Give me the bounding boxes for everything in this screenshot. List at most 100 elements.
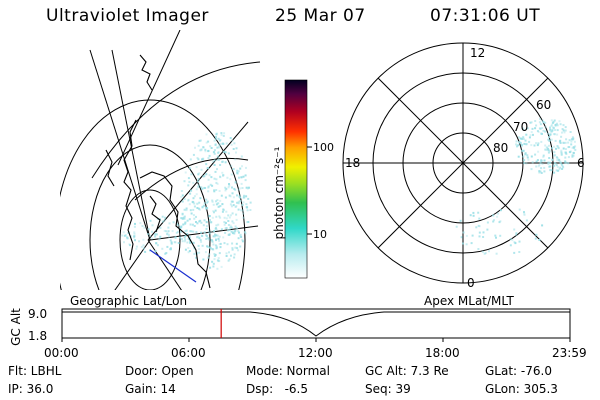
aurora-pixel bbox=[180, 238, 183, 240]
aurora-pixel bbox=[515, 140, 518, 143]
aurora-pixel bbox=[183, 215, 186, 218]
aurora-pixel bbox=[524, 152, 527, 155]
aurora-pixel bbox=[142, 247, 145, 250]
aurora-pixel bbox=[562, 129, 565, 132]
aurora-pixel bbox=[221, 160, 224, 163]
aurora-pixel bbox=[241, 165, 243, 168]
aurora-pixel bbox=[230, 226, 233, 229]
aurora-pixel bbox=[233, 253, 236, 256]
aurora-pixel bbox=[187, 251, 190, 254]
aurora-pixel bbox=[564, 156, 567, 159]
aurora-pixel bbox=[547, 148, 550, 150]
aurora-pixel bbox=[183, 236, 186, 239]
aurora-pixel bbox=[151, 224, 154, 227]
aurora-pixel bbox=[537, 165, 540, 168]
aurora-pixel bbox=[134, 239, 136, 242]
aurora-pixel bbox=[235, 147, 238, 150]
aurora-pixel bbox=[544, 130, 547, 133]
aurora-pixel bbox=[228, 251, 230, 254]
aurora-pixel bbox=[231, 220, 234, 223]
aurora-pixel bbox=[206, 201, 208, 204]
aurora-pixel bbox=[236, 247, 239, 250]
aurora-pixel bbox=[558, 159, 561, 162]
aurora-pixel bbox=[572, 154, 575, 157]
mlt-label-18: 18 bbox=[345, 156, 361, 170]
aurora-pixel bbox=[176, 223, 179, 226]
aurora-pixel bbox=[217, 257, 220, 260]
aurora-pixel bbox=[240, 209, 243, 212]
aurora-pixel bbox=[170, 242, 173, 245]
aurora-pixel bbox=[540, 172, 543, 174]
aurora-pixel bbox=[552, 120, 555, 123]
aurora-pixel bbox=[520, 137, 523, 140]
aurora-pixel bbox=[189, 241, 192, 244]
aurora-pixel bbox=[550, 169, 553, 172]
aurora-pixel bbox=[246, 187, 249, 190]
aurora-pixel bbox=[197, 144, 200, 147]
aurora-pixel bbox=[492, 220, 495, 223]
aurora-pixel bbox=[235, 227, 238, 230]
aurora-pixel bbox=[198, 237, 201, 240]
aurora-pixel bbox=[564, 129, 567, 132]
aurora-pixel bbox=[221, 171, 224, 174]
aurora-pixel bbox=[519, 141, 522, 144]
aurora-pixel bbox=[164, 216, 166, 219]
aurora-pixel bbox=[226, 176, 229, 179]
aurora-pixel bbox=[156, 244, 159, 247]
aurora-pixel bbox=[245, 195, 248, 198]
aurora-pixel bbox=[537, 131, 540, 133]
mlt-label-12: 12 bbox=[470, 46, 486, 60]
aurora-pixel bbox=[197, 185, 200, 188]
aurora-pixel bbox=[205, 198, 208, 201]
aurora-pixel bbox=[237, 237, 240, 240]
aurora-pixel bbox=[534, 120, 537, 122]
aurora-pixel bbox=[243, 194, 246, 197]
aurora-pixel bbox=[200, 234, 203, 237]
aurora-pixel bbox=[233, 256, 236, 259]
aurora-pixel bbox=[142, 238, 145, 241]
aurora-pixel bbox=[539, 123, 542, 126]
aurora-pixel bbox=[122, 231, 125, 234]
aurora-pixel bbox=[216, 146, 219, 149]
aurora-pixel bbox=[513, 251, 516, 254]
aurora-pixel bbox=[163, 219, 166, 222]
aurora-pixel bbox=[227, 214, 230, 217]
aurora-pixel bbox=[229, 203, 232, 206]
aurora-pixel bbox=[538, 164, 541, 167]
aurora-pixel bbox=[460, 236, 463, 239]
aurora-pixel bbox=[515, 233, 518, 236]
aurora-pixel bbox=[198, 220, 201, 223]
aurora-pixel bbox=[181, 240, 184, 243]
aurora-pixel bbox=[530, 131, 533, 134]
aurora-pixel bbox=[568, 139, 571, 142]
aurora-pixel bbox=[241, 240, 244, 243]
aurora-pixel bbox=[495, 236, 497, 239]
aurora-pixel bbox=[231, 242, 234, 245]
aurora-pixel bbox=[553, 151, 556, 154]
aurora-pixel bbox=[234, 158, 237, 161]
aurora-pixel bbox=[550, 119, 553, 122]
aurora-pixel bbox=[198, 248, 201, 251]
aurora-pixel bbox=[205, 234, 208, 237]
aurora-pixel bbox=[189, 167, 192, 170]
aurora-pixel bbox=[192, 181, 195, 184]
mlt-label-6: 6 bbox=[577, 156, 585, 170]
aurora-pixel bbox=[154, 235, 157, 238]
aurora-pixel bbox=[494, 234, 497, 237]
aurora-pixel bbox=[135, 247, 138, 250]
aurora-pixel bbox=[545, 148, 548, 151]
aurora-pixel bbox=[126, 237, 129, 240]
aurora-pixel bbox=[486, 221, 489, 224]
aurora-pixel bbox=[217, 152, 220, 154]
aurora-pixel bbox=[227, 152, 230, 155]
aurora-pixel bbox=[215, 238, 217, 241]
aurora-pixel bbox=[159, 226, 162, 229]
aurora-pixel bbox=[169, 239, 172, 242]
aurora-pixel bbox=[573, 140, 576, 143]
aurora-pixel bbox=[190, 212, 193, 215]
aurora-pixel bbox=[172, 221, 175, 224]
aurora-pixel bbox=[231, 248, 234, 251]
aurora-pixel bbox=[230, 143, 233, 146]
aurora-pixel bbox=[198, 208, 201, 211]
aurora-pixel bbox=[197, 158, 200, 161]
